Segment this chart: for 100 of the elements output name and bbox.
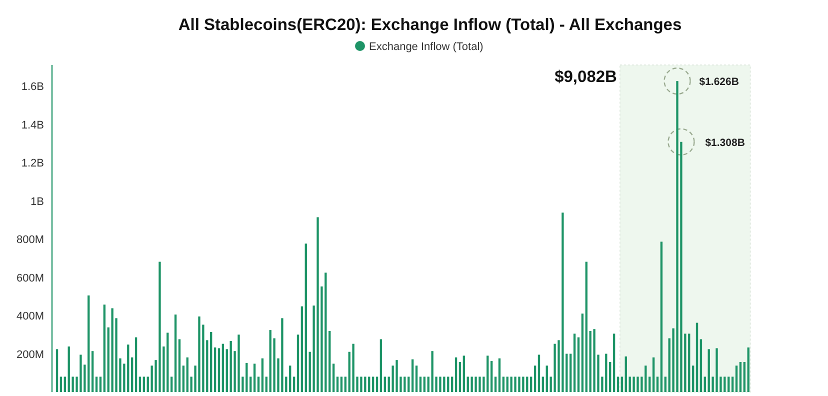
bar [700,339,702,392]
bar [186,357,188,392]
bar [95,376,98,392]
bar [111,308,114,392]
bar [384,376,386,392]
bar [178,339,181,392]
bar [443,376,446,392]
bar [411,359,414,392]
bar [340,376,343,392]
bar [404,376,406,392]
bar [368,376,370,392]
bar [257,376,260,392]
bar [296,334,300,392]
bar [166,332,169,392]
bar [127,344,130,392]
bar [238,334,240,392]
bar [486,356,489,392]
bar [716,348,718,392]
chart-title: All Stablecoins(ERC20): Exchange Inflow (Total) - All Exchanges [178,16,682,34]
bar [644,366,647,392]
bar [562,212,564,392]
bar [585,262,588,392]
bar [478,376,481,392]
bar [289,366,292,392]
bar [332,364,335,392]
bar [450,376,454,392]
bar [269,330,272,392]
bar [652,357,655,392]
bar [80,354,82,392]
bar [447,376,450,392]
bar [490,361,493,392]
bar [620,376,624,392]
bar [656,376,659,392]
bar [692,366,694,392]
bar [250,376,252,392]
bar [462,356,466,392]
bar [265,376,268,392]
bar [130,357,134,392]
y-tick-label: 1.6B [21,81,44,94]
bar [648,376,651,392]
bar [664,376,666,392]
bar [522,376,524,392]
annotation: $9,082B [554,68,618,86]
bar [570,354,572,392]
bar [542,376,544,392]
bar [88,295,90,392]
bar [502,376,505,392]
bar [612,334,616,392]
bar [214,347,216,392]
y-tick-label: 1B [30,196,44,208]
bar [142,376,146,392]
bar [316,217,319,392]
bar [281,318,284,392]
bar [506,376,508,392]
bar [376,376,378,392]
bar [474,376,477,392]
bar [328,331,331,392]
bar [724,376,726,392]
bar [589,331,592,392]
bar [99,376,102,392]
bar [170,376,173,392]
bar [735,366,738,392]
bar [708,349,710,392]
bar [68,346,70,392]
bar [431,351,434,392]
bar [696,322,698,392]
bar [226,349,228,392]
bar [158,262,161,392]
bar [134,337,138,392]
bar [688,334,690,392]
y-tick-label: 1.4B [21,119,44,132]
bar [364,376,366,392]
bar [628,376,631,392]
bar [198,316,200,392]
bar [624,356,627,392]
bar [230,340,232,392]
bar [396,360,398,392]
bar [352,344,354,392]
bar [246,362,248,392]
bar [419,376,422,392]
bar [218,348,220,392]
bar [731,376,734,392]
bar [324,272,327,392]
y-tick-label: 200M [16,348,44,361]
bar [743,362,746,392]
legend-label: Exchange Inflow (Total) [369,41,484,53]
y-tick-label: 600M [16,272,44,284]
bar [174,314,177,392]
bar [534,366,536,392]
bar [704,376,706,392]
y-tick-label: 800M [16,234,44,246]
bar [56,349,58,392]
bar [64,376,66,392]
bar [292,376,296,392]
bar [300,306,304,392]
bar [514,376,516,392]
bar [138,376,142,392]
bar [253,364,256,392]
bar [609,362,612,392]
bar [466,376,469,392]
